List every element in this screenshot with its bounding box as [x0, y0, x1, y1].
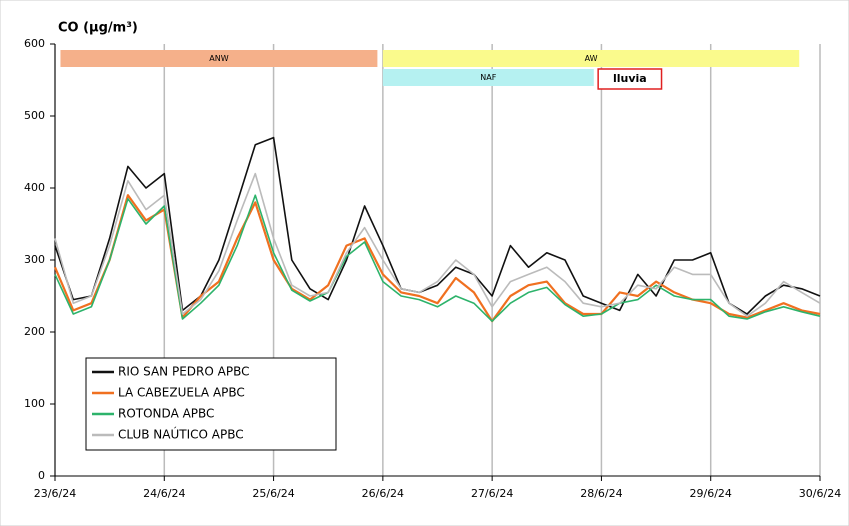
y-tick-label: 500	[24, 109, 45, 122]
x-tick-label: 30/6/24	[799, 487, 841, 500]
chart-title: CO (µg/m³)	[58, 21, 138, 36]
annotation-label: lluvia	[613, 72, 647, 85]
legend-label: RIO SAN PEDRO APBC	[118, 365, 249, 379]
legend-label: ROTONDA APBC	[118, 407, 214, 421]
y-tick-label: 300	[24, 253, 45, 266]
y-tick-label: 0	[38, 469, 45, 482]
annotation-label: AW	[585, 54, 598, 63]
x-tick-label: 24/6/24	[143, 487, 185, 500]
y-tick-label: 400	[24, 181, 45, 194]
annotation-band	[597, 68, 663, 90]
annotation-label: NAF	[480, 73, 496, 82]
x-tick-label: 28/6/24	[580, 487, 622, 500]
x-tick-label: 26/6/24	[362, 487, 404, 500]
series-line	[54, 172, 821, 317]
series-line	[54, 194, 821, 322]
annotation-band	[60, 50, 378, 67]
y-tick-label: 200	[24, 325, 45, 338]
x-tick-label: 23/6/24	[34, 487, 76, 500]
x-tick-label: 25/6/24	[252, 487, 294, 500]
y-tick-label: 100	[24, 397, 45, 410]
y-tick-label: 600	[24, 37, 45, 50]
annotation-band	[382, 50, 800, 67]
legend-label: LA CABEZUELA APBC	[118, 386, 245, 400]
annotation-band	[382, 69, 594, 86]
legend-box	[85, 357, 337, 451]
x-tick-label: 29/6/24	[690, 487, 732, 500]
legend-label: CLUB NAÚTICO APBC	[118, 427, 244, 442]
annotation-label: ANW	[209, 54, 228, 63]
x-tick-label: 27/6/24	[471, 487, 513, 500]
